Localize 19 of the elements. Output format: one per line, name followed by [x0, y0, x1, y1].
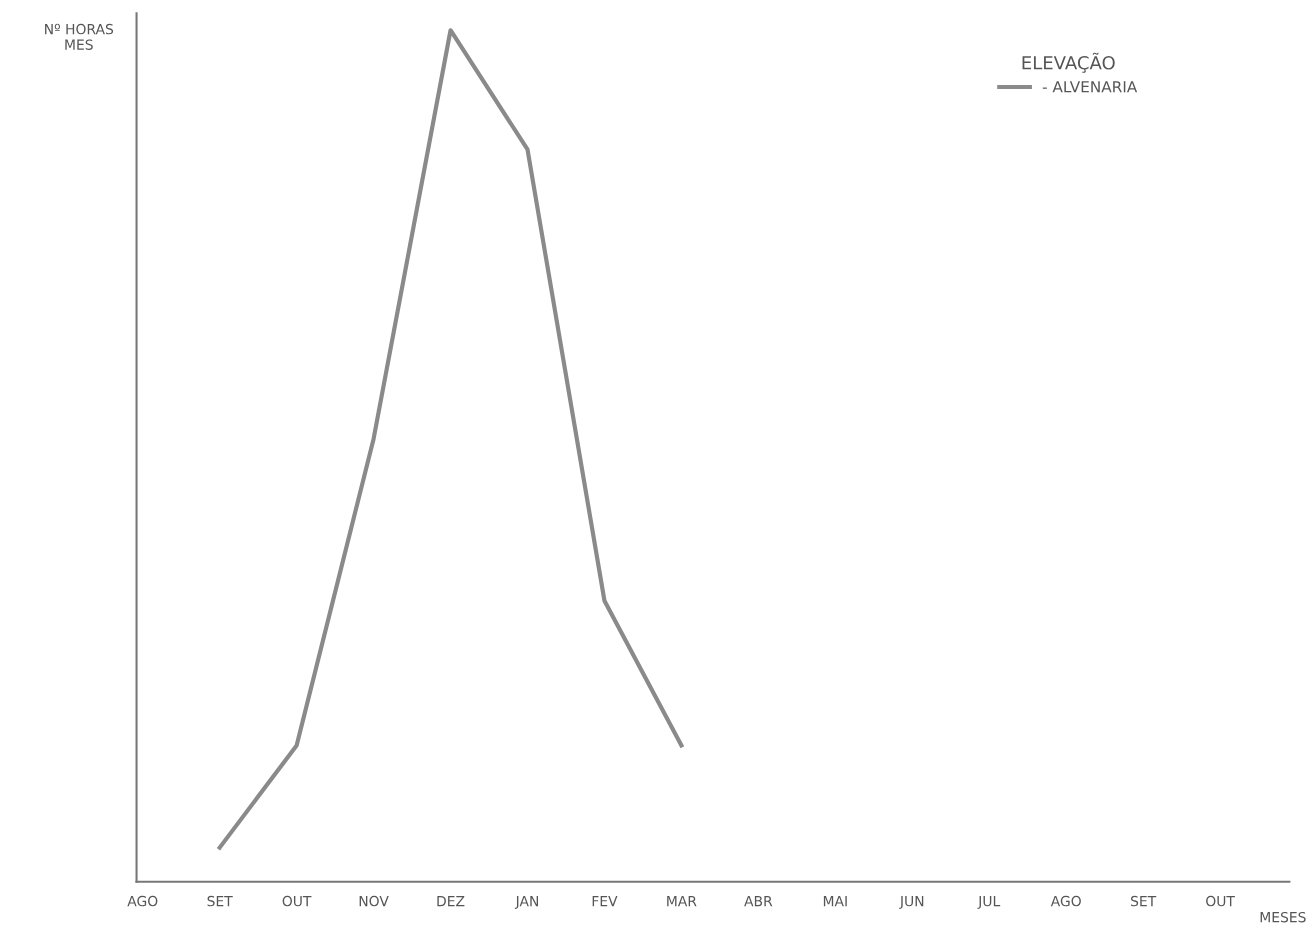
x-tick-label: JUN	[899, 896, 924, 909]
x-tick-label: JAN	[514, 896, 538, 909]
x-tick-label: NOV	[359, 895, 389, 907]
legend-label: - ALVENARIA	[1042, 81, 1138, 93]
x-tick-label: MAI	[823, 896, 847, 907]
x-tick-label: AGO	[127, 895, 158, 907]
x-tick-label: DEZ	[437, 896, 465, 907]
y-axis-title: Nº HORAS MES	[45, 23, 114, 50]
x-tick-label: SET	[1131, 895, 1157, 907]
x-tick-label: MAR	[667, 896, 697, 907]
legend-title: ELEVAÇÃO	[1022, 52, 1115, 73]
x-tick-label: OUT	[1206, 895, 1235, 907]
x-axis-title: MESES	[1260, 911, 1306, 923]
x-tick-label: AGO	[1050, 895, 1081, 907]
x-tick-label: OUT	[282, 895, 312, 907]
x-tick-label: FEV	[592, 896, 618, 907]
x-tick-label: ABR	[744, 896, 773, 907]
x-tick-label: SET	[207, 895, 233, 907]
x-tick-label: JUL	[977, 896, 1001, 909]
